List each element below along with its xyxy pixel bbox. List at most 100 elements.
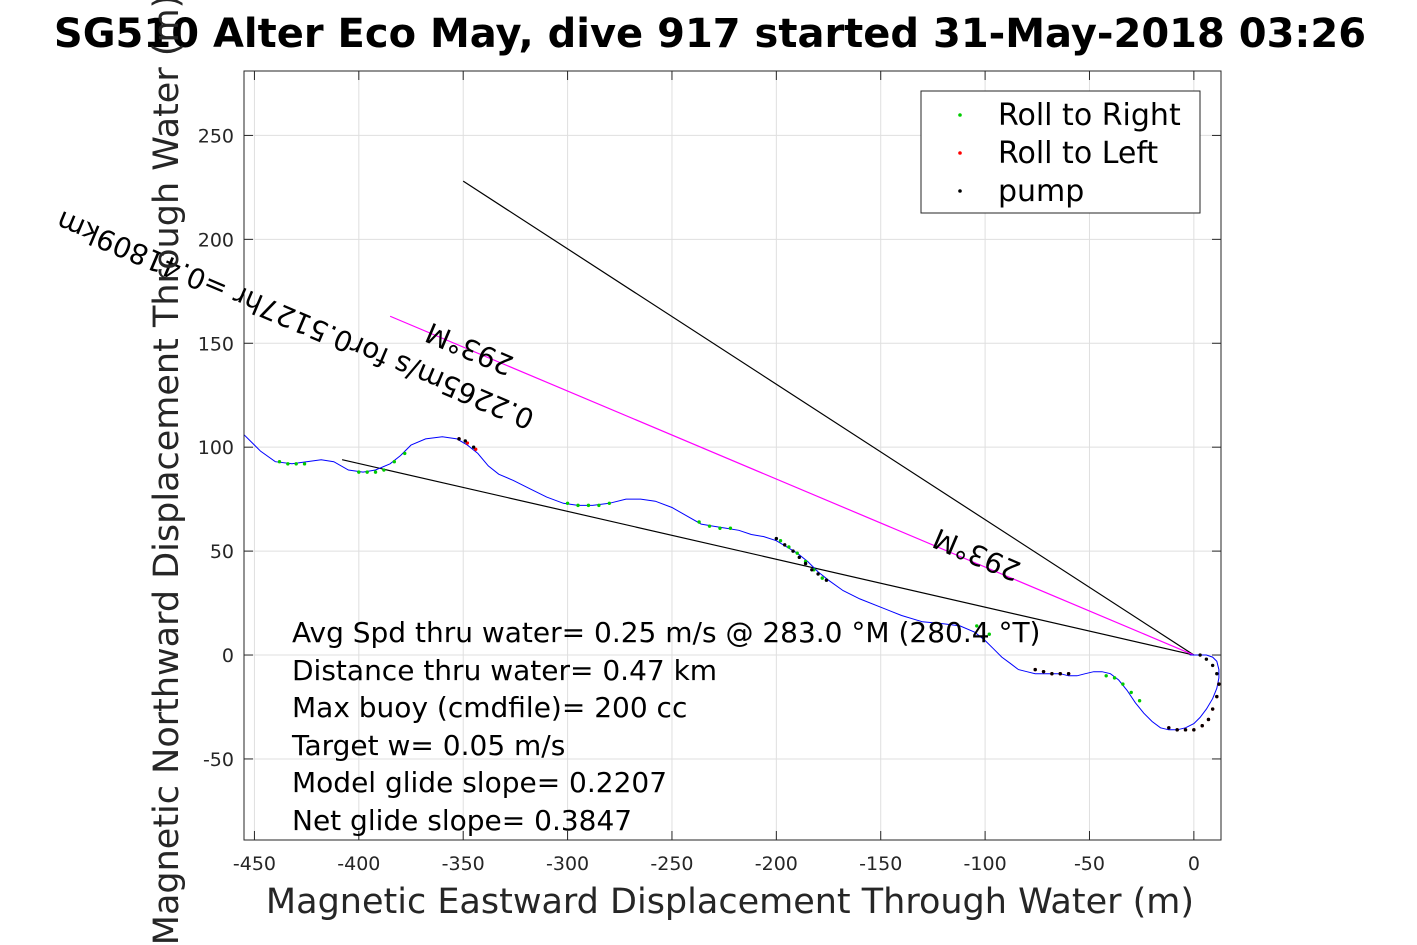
roll-right-point	[1129, 690, 1133, 695]
points-layer	[277, 437, 1221, 732]
pump-point	[791, 549, 795, 553]
legend-label-roll-right: Roll to Right	[998, 98, 1181, 133]
roll-right-point	[987, 632, 991, 636]
y-tick-label: 200	[198, 229, 234, 251]
roll-right-point	[382, 468, 386, 472]
pump-point	[824, 578, 829, 582]
pump-point	[816, 572, 820, 576]
plot-area	[244, 180, 1221, 732]
roll-right-point	[576, 503, 580, 508]
pump-point	[463, 439, 467, 443]
reference-lines	[341, 180, 1195, 656]
pump-point	[1206, 717, 1211, 722]
roll-right-point	[820, 576, 824, 580]
roll-right-point	[565, 501, 570, 506]
x-tick-label: -200	[755, 853, 798, 875]
pump-point	[803, 561, 808, 566]
pump-point	[1200, 723, 1204, 728]
roll-right-point	[365, 470, 369, 474]
tick-labels: -450 -400 -350 -300 -250 -200 -150 -100 -50 0 -50 0…	[198, 125, 1200, 875]
heading-line-long	[462, 180, 1195, 656]
track-line	[244, 434, 1220, 731]
roll-right-point	[718, 526, 722, 530]
chart-title: SG510 Alter Eco May, dive 917 started 31…	[54, 11, 1366, 57]
summary-line-net-glide: Net glide slope= 0.3847	[292, 804, 632, 837]
legend-marker-roll-left	[958, 151, 962, 155]
x-tick-label: -150	[859, 853, 902, 875]
pump-point	[1204, 657, 1209, 661]
roll-right-point	[975, 624, 979, 628]
y-tick-label: 150	[198, 333, 234, 355]
x-tick-label: -250	[650, 853, 693, 875]
pump-point	[1167, 726, 1171, 730]
roll-right-point	[728, 526, 733, 530]
roll-right-point	[707, 524, 712, 528]
pump-point	[471, 445, 476, 449]
pump-point	[782, 543, 787, 547]
summary-line-speed: Avg Spd thru water= 0.25 m/s @ 283.0 °M …	[292, 616, 1040, 649]
legend-box	[920, 90, 1201, 214]
roll-right-point	[607, 501, 612, 506]
roll-right-point	[1137, 699, 1142, 703]
roll-right-point	[1121, 682, 1125, 686]
pump-point	[457, 437, 461, 441]
x-axis-label: Magnetic Eastward Displacement Through W…	[266, 882, 1194, 922]
roll-right-point	[597, 503, 601, 508]
legend-marker-roll-right	[958, 113, 962, 117]
roll-left-point	[474, 447, 478, 451]
roll-left-point	[465, 441, 470, 445]
pump-point	[1210, 707, 1215, 711]
roll-right-point	[294, 462, 298, 466]
pump-point	[1210, 663, 1215, 668]
roll-right-point	[778, 539, 783, 543]
pump-point	[1183, 728, 1188, 732]
pump-point	[1175, 728, 1179, 732]
x-tick-label: 0	[1188, 853, 1200, 875]
summary-line-distance: Distance thru water= 0.47 km	[292, 654, 717, 687]
roll-right-point	[403, 451, 407, 456]
pump-point	[1215, 694, 1219, 699]
y-axis-label: Magnetic Northward Displacement Through …	[147, 0, 187, 945]
y-tick-label: 0	[222, 645, 234, 667]
axis-ticks	[244, 71, 1221, 840]
y-tick-label: 250	[198, 125, 234, 147]
pump-point	[1050, 672, 1054, 676]
current-line	[389, 315, 1195, 656]
legend-label-roll-left: Roll to Left	[998, 136, 1158, 171]
pump-point	[1066, 672, 1071, 676]
annotation-2: 293°M	[928, 521, 1025, 587]
y-tick-label: 50	[210, 541, 234, 563]
roll-right-point	[1112, 676, 1117, 680]
pump-point	[1198, 653, 1202, 657]
y-tick-label: -50	[203, 749, 234, 771]
summary-line-target-w: Target w= 0.05 m/s	[291, 729, 565, 762]
roll-right-point	[373, 470, 378, 474]
pump-point	[1215, 672, 1219, 676]
roll-right-point	[787, 545, 791, 549]
roll-right-point	[357, 470, 361, 474]
legend-marker-pump	[958, 189, 962, 193]
summary-line-max-buoy: Max buoy (cmdfile)= 200 cc	[292, 691, 687, 724]
roll-right-point	[697, 520, 701, 524]
x-tick-label: -350	[442, 853, 485, 875]
summary-text-block: Avg Spd thru water= 0.25 m/s @ 283.0 °M …	[291, 616, 1040, 837]
roll-right-point	[1104, 674, 1108, 678]
annotation-1: 0.2265m/s for0.5127hr =0.41809km	[52, 204, 539, 436]
pump-point	[774, 536, 779, 541]
pump-point	[1192, 728, 1196, 732]
pump-point	[810, 568, 814, 572]
net-displacement-line	[341, 459, 1194, 656]
pump-point	[1033, 667, 1037, 672]
pump-point	[1041, 669, 1046, 674]
roll-right-point	[586, 503, 591, 508]
x-tick-label: -400	[337, 853, 380, 875]
plot-frame	[243, 70, 1222, 841]
grid	[244, 71, 1221, 840]
roll-right-point	[392, 460, 397, 464]
x-tick-label: -50	[1074, 853, 1105, 875]
y-tick-label: 100	[198, 437, 234, 459]
annotations: 293°M0.2265m/s for0.5127hr =0.41809km293…	[52, 204, 1026, 588]
x-tick-label: -300	[546, 853, 589, 875]
pump-point	[1058, 672, 1062, 676]
